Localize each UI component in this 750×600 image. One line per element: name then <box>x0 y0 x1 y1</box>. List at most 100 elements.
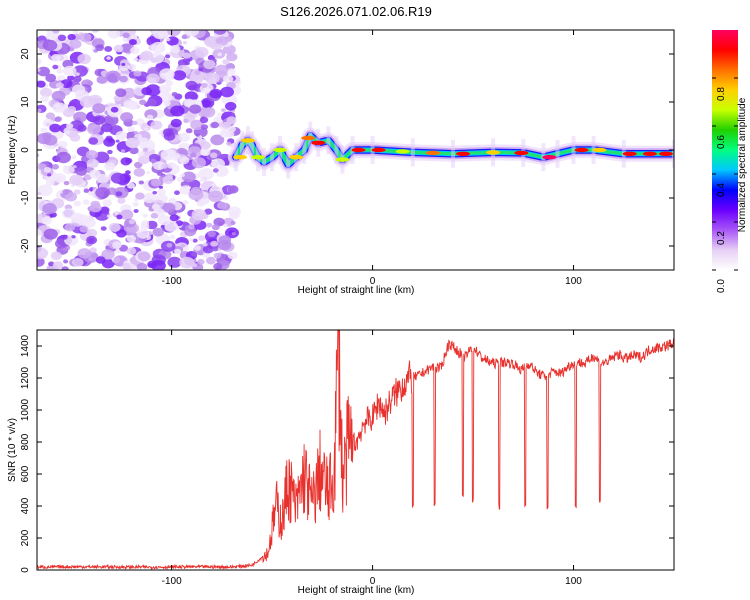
noise-blob <box>88 257 93 261</box>
noise-blob <box>182 41 187 45</box>
noise-blob <box>132 201 139 207</box>
noise-blob <box>223 223 228 228</box>
noise-blob <box>194 70 201 76</box>
track-smear <box>302 136 307 164</box>
noise-blob <box>207 230 216 237</box>
noise-blob <box>184 227 197 237</box>
noise-blob <box>208 190 224 203</box>
colorbar-tick-label: 0.8 <box>716 87 727 101</box>
noise-blob <box>72 30 79 34</box>
noise-blob <box>167 162 176 169</box>
noise-blob <box>174 190 180 195</box>
noise-blob <box>37 153 40 157</box>
spectrogram-xtick-label: 0 <box>370 276 376 287</box>
noise-blob <box>190 119 204 130</box>
noise-blob <box>182 200 189 205</box>
noise-blob <box>151 203 160 211</box>
noise-blob <box>228 206 241 217</box>
colorbar-gradient <box>712 30 738 270</box>
noise-blob <box>79 95 96 108</box>
noise-blob <box>163 100 171 107</box>
noise-blob <box>131 120 138 126</box>
noise-blob <box>127 182 135 189</box>
noise-blob <box>114 211 119 215</box>
noise-blob <box>62 65 77 77</box>
noise-blob <box>64 223 76 232</box>
noise-blob <box>57 34 67 41</box>
noise-blob <box>107 30 121 39</box>
colorbar: 0.0 0.2 0.4 0.6 0.8 Normalized spectral ampl… <box>712 30 748 293</box>
noise-blob <box>101 123 113 133</box>
noise-blob <box>199 116 209 124</box>
noise-blob <box>120 149 126 153</box>
noise-blob <box>79 32 92 43</box>
noise-blob <box>66 123 74 129</box>
track-hotspot <box>273 147 288 153</box>
snr-line <box>37 330 674 570</box>
noise-blob <box>198 168 214 181</box>
noise-blob <box>162 175 174 185</box>
noise-blob <box>136 229 150 239</box>
noise-blob <box>219 129 231 138</box>
track-smear <box>286 150 291 179</box>
noise-blob <box>110 172 126 184</box>
noise-blob <box>213 262 223 270</box>
snr-xlabel: Height of straight line (km) <box>298 585 415 596</box>
chart-title: S126.2026.071.02.06.R19 <box>280 4 432 19</box>
noise-blob <box>92 103 106 114</box>
noise-blob <box>162 202 176 213</box>
noise-blob <box>52 64 59 70</box>
noise-blob <box>41 216 52 225</box>
noise-blob <box>98 44 104 49</box>
noise-blob <box>153 161 165 171</box>
noise-blob <box>37 184 53 197</box>
track-smear <box>555 139 560 168</box>
track-hotspot <box>301 135 316 141</box>
noise-blob <box>126 235 136 243</box>
noise-blob <box>198 235 206 241</box>
track-smear <box>451 139 455 168</box>
noise-blob <box>162 128 174 137</box>
noise-blob <box>192 238 198 243</box>
noise-blob <box>198 67 204 72</box>
noise-blob <box>128 39 137 46</box>
noise-blob <box>138 180 144 185</box>
noise-blob <box>214 64 229 75</box>
spectrogram-ytick-label: 20 <box>20 48 31 60</box>
noise-blob <box>83 188 90 193</box>
noise-blob <box>94 151 110 163</box>
track-hotspot <box>456 151 470 156</box>
noise-blob <box>198 250 204 256</box>
noise-blob <box>185 61 190 66</box>
noise-blob <box>61 266 69 270</box>
noise-blob <box>179 156 190 165</box>
noise-blob <box>45 112 56 120</box>
noise-blob <box>143 147 149 152</box>
track-smear <box>262 148 267 176</box>
noise-blob <box>166 243 173 248</box>
noise-blob <box>142 213 148 218</box>
noise-blob <box>112 241 122 249</box>
noise-blob <box>231 232 236 236</box>
noise-blob <box>160 224 166 229</box>
spectrogram-ylabel: Frequency (Hz) <box>7 116 18 185</box>
noise-blob <box>37 80 46 88</box>
noise-blob <box>159 68 175 81</box>
noise-blob <box>37 66 50 77</box>
noise-blob <box>72 165 77 169</box>
noise-blob <box>209 152 218 159</box>
noise-blob <box>104 46 113 52</box>
noise-blob <box>227 251 238 260</box>
noise-blob <box>100 226 107 231</box>
noise-blob <box>226 141 232 146</box>
noise-blob <box>227 185 239 194</box>
noise-blob <box>37 108 42 113</box>
colorbar-ticks: 0.0 0.2 0.4 0.6 0.8 <box>712 77 738 293</box>
noise-blob <box>51 164 60 170</box>
noise-blob <box>133 131 139 135</box>
noise-blob <box>69 174 84 186</box>
noise-blob <box>222 59 230 65</box>
noise-blob <box>104 162 116 171</box>
noise-blob <box>89 169 101 179</box>
